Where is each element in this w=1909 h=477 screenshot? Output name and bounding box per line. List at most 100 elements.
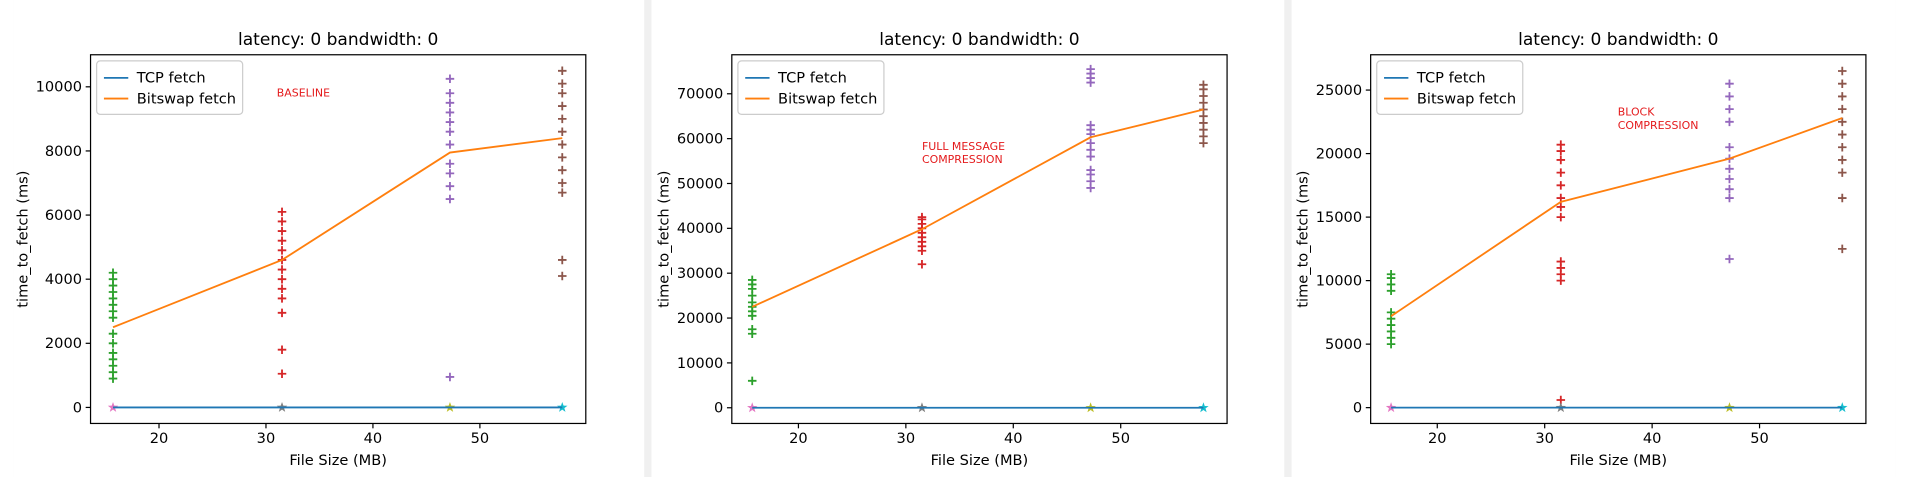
- y-axis-label: time_to_fetch (ms): [1294, 171, 1311, 308]
- legend-label: TCP fetch: [136, 70, 206, 87]
- annotation: COMPRESSION: [1618, 119, 1699, 132]
- plus-point: [1838, 130, 1847, 139]
- plus-point: [445, 159, 455, 169]
- plus-point: [1556, 193, 1566, 203]
- plus-point: [558, 188, 567, 197]
- plus-point: [1725, 184, 1734, 194]
- plus-point: [558, 140, 567, 149]
- legend-label: Bitswap fetch: [137, 90, 236, 107]
- annotation: COMPRESSION: [922, 153, 1003, 166]
- star-point: [1837, 402, 1848, 413]
- plot-frame: [731, 54, 1228, 425]
- plus-point: [108, 329, 118, 338]
- plus-point: [747, 275, 757, 285]
- plus-point: [1838, 66, 1847, 76]
- y-tick-label: 0: [73, 399, 82, 416]
- plus-point: [277, 207, 287, 217]
- plus-point: [277, 345, 287, 354]
- plus-point: [1086, 138, 1095, 148]
- x-tick-label: 50: [471, 430, 490, 447]
- plus-point: [1838, 117, 1847, 127]
- y-tick-label: 0: [1353, 400, 1362, 417]
- plus-point: [277, 265, 287, 274]
- plus-point: [1838, 142, 1847, 152]
- plus-point: [558, 271, 567, 281]
- x-tick-label: 30: [257, 430, 276, 447]
- x-axis-label: File Size (MB): [1569, 452, 1667, 469]
- series-line: [1390, 117, 1843, 317]
- plus-point: [1725, 104, 1734, 114]
- plus-point: [558, 127, 567, 136]
- plus-point: [108, 268, 118, 278]
- plus-point: [1556, 212, 1566, 222]
- plus-point: [1725, 79, 1734, 88]
- plus-point: [1556, 140, 1566, 149]
- plus-point: [277, 246, 287, 255]
- y-axis-label: time_to_fetch (ms): [656, 171, 673, 308]
- plus-point: [1725, 92, 1734, 101]
- plus-point: [277, 236, 287, 245]
- plus-point: [1725, 254, 1734, 264]
- y-tick-label: 50000: [677, 175, 723, 192]
- y-tick-label: 6000: [45, 207, 82, 224]
- plus-point: [445, 117, 455, 127]
- legend-label: Bitswap fetch: [1417, 90, 1516, 107]
- x-tick-label: 40: [364, 430, 383, 447]
- plus-point: [917, 212, 927, 222]
- plus-point: [445, 127, 455, 136]
- x-axis-label: File Size (MB): [289, 452, 387, 469]
- y-tick-label: 10000: [1316, 272, 1362, 289]
- plus-point: [445, 372, 455, 382]
- y-tick-label: 8000: [45, 143, 82, 160]
- plus-point: [1386, 270, 1396, 279]
- y-tick-label: 30000: [677, 265, 723, 282]
- plus-point: [558, 255, 567, 265]
- star-point: [107, 401, 119, 412]
- plus-point: [445, 181, 455, 191]
- plus-point: [1556, 181, 1566, 190]
- y-tick-label: 60000: [677, 131, 723, 148]
- y-tick-label: 25000: [1316, 82, 1362, 99]
- plus-point: [558, 114, 567, 124]
- plus-point: [445, 169, 455, 178]
- plus-point: [558, 178, 567, 188]
- y-tick-label: 10000: [36, 79, 82, 96]
- star-point: [1198, 402, 1209, 413]
- plus-point: [558, 88, 567, 98]
- plus-point: [445, 98, 455, 108]
- y-axis-label: time_to_fetch (ms): [14, 171, 31, 308]
- plus-point: [277, 369, 287, 379]
- x-tick-label: 20: [150, 430, 169, 447]
- plus-point: [1725, 174, 1734, 184]
- y-tick-label: 20000: [677, 310, 723, 327]
- plus-point: [558, 66, 567, 76]
- plus-point: [1838, 244, 1847, 254]
- plus-point: [277, 308, 287, 318]
- plus-point: [1838, 104, 1847, 114]
- y-tick-label: 20000: [1316, 145, 1362, 162]
- plus-point: [445, 194, 455, 204]
- y-tick-label: 40000: [677, 220, 723, 237]
- plus-point: [747, 325, 757, 334]
- plus-point: [1556, 168, 1566, 177]
- chart-title: latency: 0 bandwidth: 0: [879, 30, 1079, 50]
- y-tick-label: 5000: [1325, 336, 1362, 353]
- y-tick-label: 4000: [45, 271, 82, 288]
- star-point: [747, 402, 758, 413]
- plus-point: [747, 376, 757, 386]
- series-line: [112, 137, 563, 329]
- legend-label: TCP fetch: [1416, 70, 1486, 87]
- plot-frame: [89, 54, 587, 425]
- x-tick-label: 30: [1535, 430, 1554, 447]
- plus-point: [1838, 92, 1847, 101]
- plus-point: [1725, 164, 1734, 174]
- plus-point: [445, 88, 455, 98]
- x-tick-label: 20: [1428, 430, 1447, 447]
- plus-point: [277, 294, 287, 303]
- plus-point: [1086, 120, 1095, 130]
- legend-label: TCP fetch: [777, 70, 847, 87]
- legend-box: [1376, 60, 1524, 115]
- star-point: [1385, 402, 1397, 413]
- chart-title: latency: 0 bandwidth: 0: [1518, 30, 1718, 50]
